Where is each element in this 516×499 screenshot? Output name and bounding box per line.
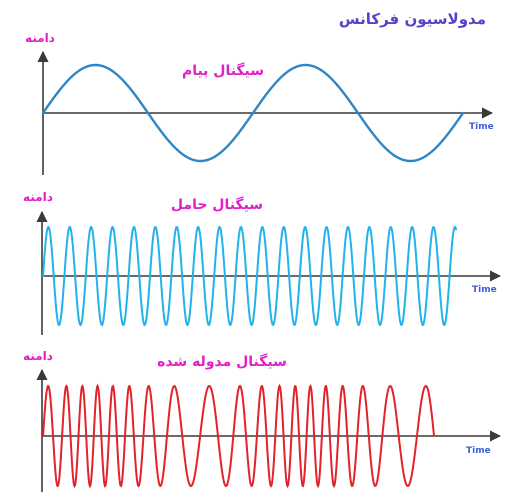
carrier-y-axis-label: دامنه bbox=[23, 190, 53, 204]
modulated-signal-label: سیگنال مدوله شده bbox=[157, 353, 287, 370]
modulated-time-label: Time bbox=[466, 446, 491, 456]
message-waveform bbox=[41, 63, 465, 163]
modulated-waveform bbox=[42, 383, 435, 489]
message-signal-label: سیگنال پیام bbox=[182, 62, 264, 79]
modulated-panel: دامنه Time سیگنال مدوله شده bbox=[23, 349, 502, 492]
message-y-axis-label: دامنه bbox=[25, 31, 55, 45]
modulated-y-axis-label: دامنه bbox=[23, 349, 53, 363]
carrier-panel: دامنه Time سیگنال حامل bbox=[23, 190, 502, 335]
diagram-title: مدولاسیون فرکانس bbox=[339, 10, 486, 28]
carrier-time-label: Time bbox=[472, 285, 497, 295]
carrier-waveform bbox=[42, 225, 457, 327]
message-time-label: Time bbox=[469, 122, 494, 132]
carrier-signal-label: سیگنال حامل bbox=[171, 196, 263, 213]
message-panel: دامنه Time سیگنال پیام bbox=[25, 31, 494, 175]
